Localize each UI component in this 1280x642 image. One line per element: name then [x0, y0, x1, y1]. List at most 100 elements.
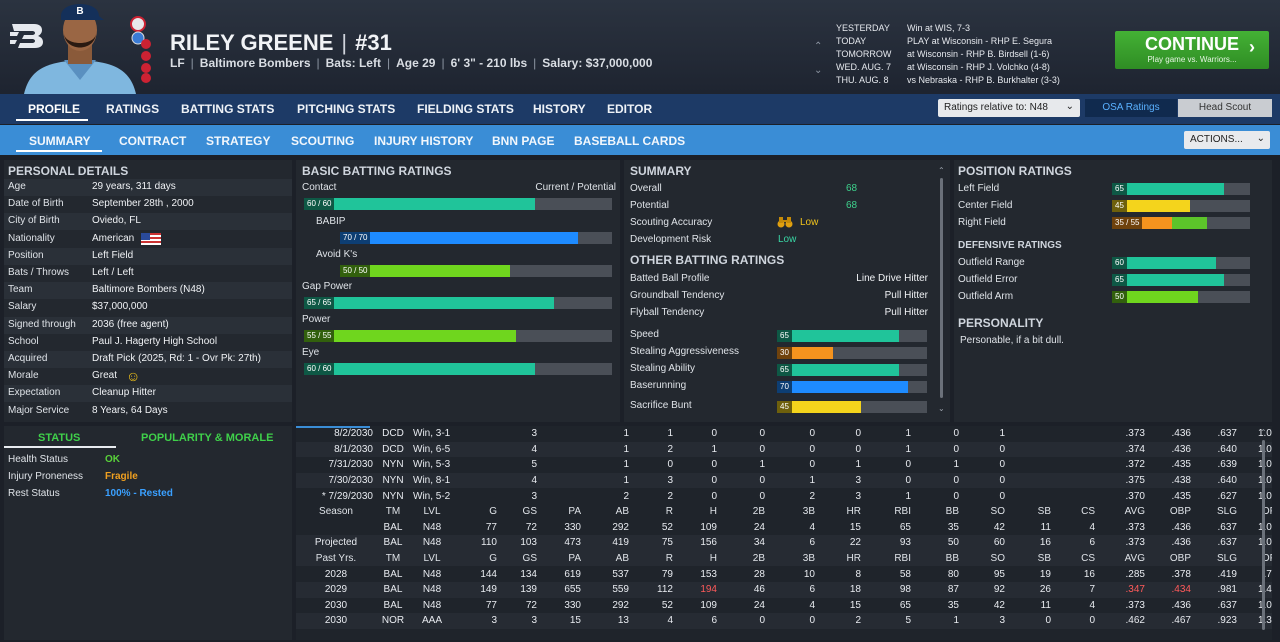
table-cell: R	[665, 506, 673, 518]
binoculars-icon	[777, 217, 793, 228]
season-header-row: Season TM LVL G GS PA AB R H 2B 3B HR RBI BB SO SB CS AVG…	[296, 504, 1272, 520]
tab-scouting[interactable]: SCOUTING	[291, 134, 355, 148]
player-team[interactable]: Baltimore Bombers	[199, 56, 311, 70]
table-cell: 149	[454, 581, 500, 598]
table-cell: BAL	[376, 535, 410, 551]
tab-ratings[interactable]: RATINGS	[106, 102, 160, 116]
table-cell: .372	[1125, 459, 1145, 471]
table-cell: PA	[568, 506, 581, 518]
status-tab-label[interactable]: STATUS	[38, 432, 81, 444]
overall-value: 68	[846, 183, 858, 194]
tab-profile[interactable]: PROFILE	[28, 102, 81, 116]
player-salary: Salary: $37,000,000	[542, 56, 653, 70]
table-scrollbar[interactable]: ⌃	[1260, 428, 1268, 638]
table-cell: 110	[454, 535, 500, 551]
osa-ratings-toggle[interactable]: OSA Ratings	[1085, 99, 1177, 117]
table-cell: 2	[632, 441, 676, 458]
table-cell: 4	[632, 613, 676, 629]
chevron-up-icon[interactable]: ⌃	[938, 166, 945, 175]
table-cell	[1054, 426, 1098, 442]
detail-label: Team	[8, 284, 33, 296]
scrollbar-thumb[interactable]	[940, 178, 943, 398]
bar-value: 65	[777, 364, 792, 376]
tab-injury-history[interactable]: INJURY HISTORY	[374, 134, 474, 148]
bar-value: 60 / 60	[304, 198, 335, 210]
table-cell: 0	[759, 490, 765, 502]
chevron-up-icon[interactable]: ⌃	[814, 41, 823, 52]
schedule-text[interactable]: Win at WIS, 7-3	[907, 23, 971, 33]
schedule-text[interactable]: at Wisconsin - RHP J. Volchko (4-8)	[907, 62, 1050, 72]
table-cell: AVG	[1098, 550, 1148, 567]
detail-row-bg	[4, 282, 292, 300]
table-cell: 0	[768, 613, 818, 629]
table-cell: 1	[623, 428, 629, 440]
chevron-down-icon[interactable]: ⌄	[938, 404, 945, 413]
tab-pitching-stats[interactable]: PITCHING STATS	[297, 102, 396, 116]
chevron-down-icon[interactable]: ⌄	[814, 65, 823, 76]
table-cell: 1.073	[1257, 428, 1272, 440]
tab-summary[interactable]: SUMMARY	[29, 134, 91, 148]
development-risk-value: Low	[778, 234, 797, 245]
tab-baseball-cards[interactable]: BASEBALL CARDS	[574, 134, 686, 148]
table-cell: * 7/29/2030	[321, 490, 373, 502]
batting-rating-bar: 60 / 60	[304, 363, 612, 375]
bar-fill	[304, 297, 555, 309]
table-cell: DCD	[382, 428, 404, 440]
player-height-weight: 6' 3" - 210 lbs	[450, 56, 528, 70]
chevron-up-icon[interactable]: ⌃	[1260, 428, 1267, 437]
table-cell: 98	[864, 581, 914, 598]
table-cell: 46	[720, 581, 768, 598]
running-rating-label: Stealing Ability	[630, 363, 696, 374]
ratings-relative-select[interactable]: Ratings relative to: N48 ⌄	[938, 99, 1080, 117]
tab-bnn-page[interactable]: BNN PAGE	[492, 134, 555, 148]
detail-value: Left / Left	[92, 267, 134, 278]
bar-value: 65	[1112, 183, 1127, 195]
table-cell: AAA	[410, 613, 454, 629]
table-cell: 7	[1054, 581, 1098, 598]
table-cell: HR	[818, 550, 864, 567]
head-scout-toggle[interactable]: Head Scout	[1178, 99, 1272, 117]
tab-contract[interactable]: CONTRACT	[119, 134, 187, 148]
tab-fielding-stats[interactable]: FIELDING STATS	[417, 102, 514, 116]
schedule-row: TOMORROW at Wisconsin - RHP B. Birdsell (…	[836, 48, 1060, 61]
info-separator: |	[533, 56, 537, 70]
table-cell: 1	[676, 441, 720, 458]
table-cell	[1008, 488, 1054, 504]
contact-label: Contact	[302, 182, 337, 193]
table-cell: OPS	[1261, 506, 1272, 518]
table-cell: .637	[1217, 428, 1237, 440]
schedule-scroll[interactable]: ⌃ ⌄	[814, 20, 822, 98]
schedule-text[interactable]: vs Nebraska - RHP B. Burkhalter (3-3)	[907, 75, 1060, 85]
summary-scrollbar[interactable]: ⌃ ⌄	[938, 164, 946, 418]
tab-history[interactable]: HISTORY	[533, 102, 586, 116]
table-cell: .797	[1263, 568, 1272, 580]
table-cell: 1	[953, 459, 959, 471]
detail-value: Left Field	[92, 249, 134, 261]
tab-editor[interactable]: EDITOR	[607, 102, 653, 116]
popularity-tab-label[interactable]: POPULARITY & MORALE	[141, 432, 274, 444]
player-header: B RILEY GREENE | #31 LF | Baltimore Bombers |…	[0, 0, 1280, 94]
position-label: Left Field	[958, 183, 1000, 194]
table-cell: 3	[531, 428, 537, 440]
detail-row-bg	[4, 385, 292, 403]
bar-value: 65	[1112, 274, 1127, 286]
table-cell: 6	[1054, 535, 1098, 551]
table-cell: 0	[720, 441, 768, 458]
table-cell: 2028	[324, 568, 348, 580]
schedule-text[interactable]: at Wisconsin - RHP B. Birdsell (1-6)	[907, 49, 1050, 59]
actions-dropdown[interactable]: ACTIONS... ⌄	[1184, 131, 1270, 149]
status-tab[interactable]	[4, 426, 116, 448]
continue-button[interactable]: CONTINUE Play game vs. Warriors... ›	[1115, 31, 1269, 69]
schedule-text[interactable]: PLAY at Wisconsin - RHP E. Segura	[907, 36, 1053, 46]
tab-strategy[interactable]: STRATEGY	[206, 134, 271, 148]
table-cell: .467	[1148, 613, 1194, 629]
table-cell: 18	[818, 581, 864, 598]
status-value: OK	[105, 454, 120, 465]
player-avatar: B	[24, 4, 136, 94]
continue-sublabel: Play game vs. Warriors...	[1147, 55, 1237, 64]
table-cell: CS	[1081, 506, 1095, 518]
table-cell: AVG	[1124, 506, 1145, 518]
detail-label: School	[8, 335, 39, 347]
scrollbar-thumb[interactable]	[1262, 440, 1265, 630]
tab-batting-stats[interactable]: BATTING STATS	[181, 102, 275, 116]
